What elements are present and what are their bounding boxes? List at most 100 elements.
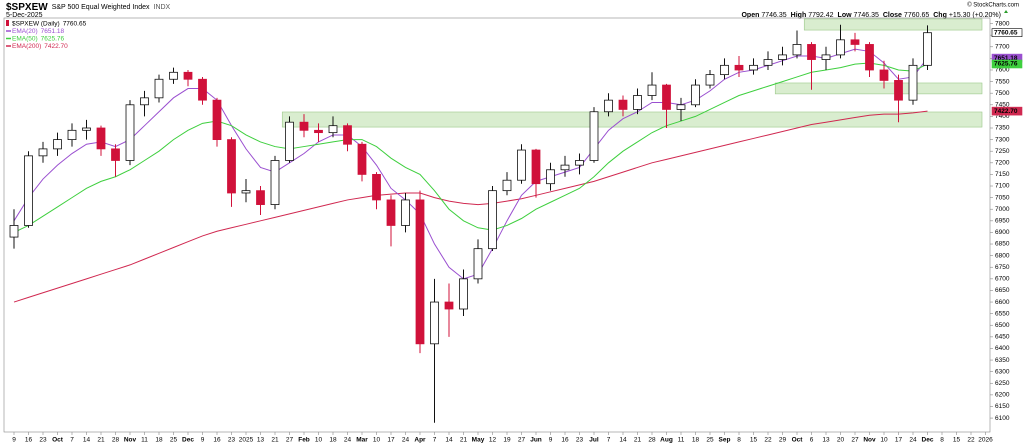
candle-body [662,84,671,110]
x-tick-label: 24 [402,437,410,444]
x-tick-label: 9 [549,437,553,444]
support-zone [281,111,983,128]
candle-body [24,155,33,226]
x-tick-label: 25 [170,437,178,444]
x-tick-label: 2025 [239,437,254,444]
quote-value: 7760.65 [904,12,929,19]
legend-value: 7422.70 [44,43,68,50]
x-tick-label: 14 [83,437,91,444]
x-tick-label: May [472,437,485,444]
candle-body [502,179,512,192]
axis-flag-label: 7625.76 [994,61,1018,68]
y-tick-label: 6800 [995,252,1010,259]
candle-body [328,125,338,134]
x-tick-label: 10 [880,437,888,444]
y-tick-label: 7400 [995,113,1010,120]
x-tick-label: Sep [719,437,731,444]
candle-body [140,97,149,106]
candle-body [256,190,265,205]
x-tick-label: Dec [182,437,194,444]
y-tick-label: 7500 [995,90,1010,97]
candle-body [401,199,410,226]
candle-body [241,190,251,194]
candle-body [647,84,657,96]
x-tick-label: 10 [315,437,323,444]
y-tick-label: 6500 [995,322,1010,329]
y-tick-label: 7150 [995,171,1010,178]
y-tick-label: 6150 [995,403,1010,410]
candle-body [821,54,831,60]
y-tick-label: 6750 [995,264,1010,271]
candle-body [111,148,120,161]
x-tick-label: 7 [433,437,437,444]
quote-label: Open [741,12,759,19]
candle-body [82,127,91,131]
candle-body [850,39,860,45]
quote-value: 7746.35 [761,12,786,19]
y-tick-label: 7100 [995,183,1010,190]
y-tick-label: 6950 [995,218,1010,225]
axis-flag-label: 7651.18 [994,55,1018,62]
y-tick-label: 6450 [995,334,1010,341]
candle-body [299,121,309,131]
x-tick-label: 13 [822,437,830,444]
x-tick-label: 9 [12,437,16,444]
x-tick-label: 12 [489,437,497,444]
candle-body [270,160,280,205]
x-tick-label: 9 [201,437,205,444]
legend-name: $SPXEW (Daily) [12,20,60,27]
candle-body [865,44,874,71]
quote-label: Low [838,12,853,19]
candle-body [415,199,425,345]
y-tick-label: 6300 [995,368,1010,375]
y-tick-label: 7250 [995,148,1010,155]
legend-value: 7625.76 [41,35,65,42]
candle-body [473,248,483,280]
legend-name: EMA(200) [12,43,41,50]
candle-body [183,71,193,80]
candle-body [836,39,845,56]
candle-body [9,225,19,238]
candle-body [560,164,570,171]
candle-body [459,278,468,310]
candle-body [894,80,903,101]
exchange: INDX [154,4,171,11]
y-tick-label: 7000 [995,206,1010,213]
candle-body [517,149,526,181]
y-tick-label: 7550 [995,78,1010,85]
x-tick-label: 8 [737,437,741,444]
y-tick-label: 6600 [995,299,1010,306]
ema-line [13,110,928,303]
axis-flag [991,106,1023,116]
ema-line [13,48,928,280]
candle-body [357,143,367,175]
change-arrow [1004,10,1008,13]
x-tick-label: Jul [589,437,599,444]
candle-body [53,139,62,150]
plot-frame [3,17,991,433]
candle-body [763,59,773,66]
x-tick-label: 11 [678,437,685,444]
x-tick-label: 18 [692,437,700,444]
candle-body [198,78,207,101]
legend-value: 7760.65 [63,20,87,27]
quote: Open 7746.35 High 7792.42 Low 7746.35 Close 776… [741,12,1001,19]
candle-body [691,84,700,106]
x-tick-label: 23 [228,437,236,444]
x-tick-label: 21 [460,437,468,444]
symbol: $SPXEW [6,2,48,13]
x-tick-label: Oct [792,437,804,444]
x-tick-label: 16 [25,437,33,444]
y-tick-label: 6100 [995,415,1010,422]
x-tick-label: 24 [909,437,917,444]
x-tick-label: Oct [52,437,64,444]
x-tick-label: 28 [648,437,656,444]
x-tick-label: 11 [141,437,148,444]
axis-flag [991,59,1023,69]
candle-body [575,160,584,166]
candle-body [444,301,454,310]
x-tick-label: Feb [298,437,310,444]
y-tick-label: 6250 [995,380,1010,387]
